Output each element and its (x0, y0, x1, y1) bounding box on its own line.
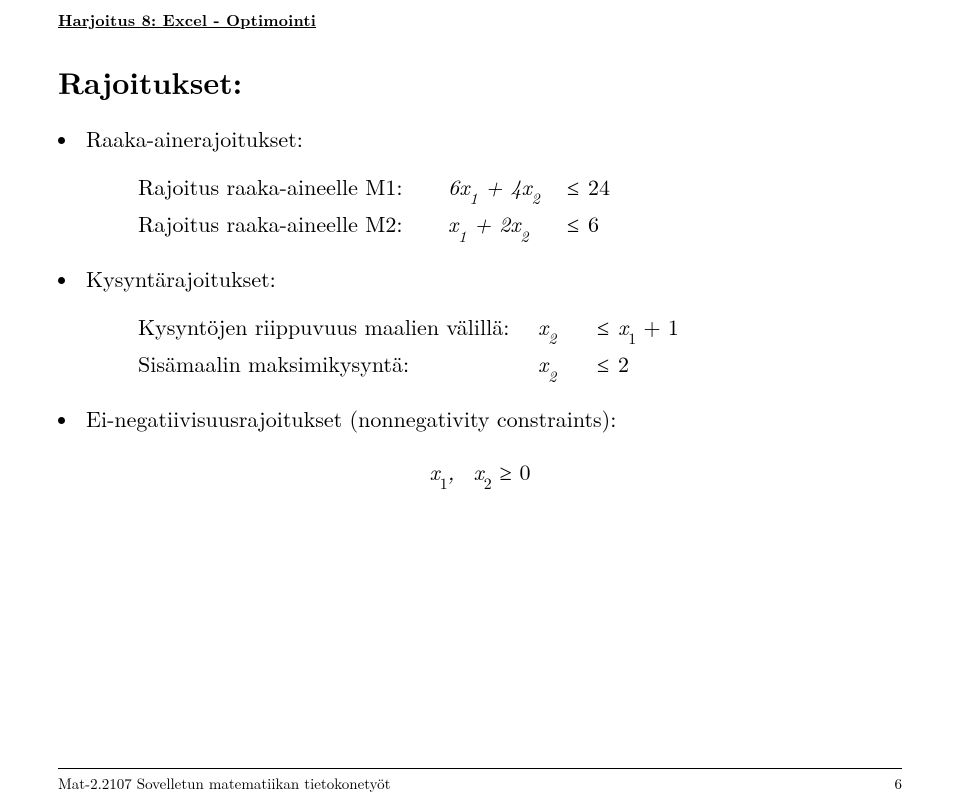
constraint-rhs: x1 + 1 (618, 308, 679, 345)
list-item: Kysyntärajoitukset: Kysyntöjen riippuvuu… (58, 263, 902, 383)
constraint-row: Rajoitus raaka-aineelle M2: x1 + 2x2 ≤ 6 (138, 205, 902, 242)
page-footer: Mat-2.2107 Sovelletun matematiikan tieto… (58, 768, 902, 794)
list-item: Ei-negatiivisuusrajoitukset (nonnegativi… (58, 403, 902, 487)
constraint-row: Sisämaalin maksimikysyntä: x2 ≤ 2 (138, 345, 902, 382)
constraint-rhs: 24 (588, 168, 610, 205)
bullet-icon (58, 263, 86, 294)
section-title: Rajoitukset: (58, 60, 902, 103)
constraint-row: Kysyntöjen riippuvuus maalien välillä: x… (138, 308, 902, 345)
bullet-list: Raaka-ainerajoitukset: Rajoitus raaka-ai… (58, 123, 902, 487)
constraint-rhs: 2 (618, 345, 629, 382)
item-label: Kysyntärajoitukset: (86, 263, 276, 294)
constraint-rel: ≤ (588, 308, 618, 345)
item-label: Ei-negatiivisuusrajoitukset (nonnegativi… (86, 403, 616, 434)
constraint-group: Kysyntöjen riippuvuus maalien välillä: x… (138, 308, 902, 383)
page-number: 6 (894, 773, 902, 794)
constraint-row: Rajoitus raaka-aineelle M1: 6x1 + 4x2 ≤ … (138, 168, 902, 205)
constraint-label: Rajoitus raaka-aineelle M1: (138, 168, 448, 205)
constraint-label: Rajoitus raaka-aineelle M2: (138, 205, 448, 242)
constraint-label: Sisämaalin maksimikysyntä: (138, 345, 538, 382)
item-label: Raaka-ainerajoitukset: (86, 123, 303, 154)
footer-left: Mat-2.2107 Sovelletun matematiikan tieto… (58, 773, 391, 794)
bullet-icon (58, 123, 86, 154)
body-content: Rajoitukset: Raaka-ainerajoitukset: Rajo… (58, 60, 902, 507)
constraint-rel: ≤ (558, 168, 588, 205)
constraint-expr: 6x1 + 4x2 (448, 168, 558, 205)
page: Harjoitus 8: Excel - Optimointi Rajoituk… (0, 0, 960, 808)
constraint-expr: x2 (538, 308, 588, 345)
constraint-group: Rajoitus raaka-aineelle M1: 6x1 + 4x2 ≤ … (138, 168, 902, 243)
constraint-rel: ≤ (588, 345, 618, 382)
list-item: Raaka-ainerajoitukset: Rajoitus raaka-ai… (58, 123, 902, 243)
constraint-expr: x2 (538, 345, 588, 382)
constraint-label: Kysyntöjen riippuvuus maalien välillä: (138, 308, 538, 345)
bullet-icon (58, 403, 86, 434)
running-header: Harjoitus 8: Excel - Optimointi (58, 8, 316, 31)
centered-equation: x1, x2 ≥ 0 (58, 456, 902, 487)
constraint-rel: ≤ (558, 205, 588, 242)
constraint-rhs: 6 (588, 205, 599, 242)
constraint-expr: x1 + 2x2 (448, 205, 558, 242)
